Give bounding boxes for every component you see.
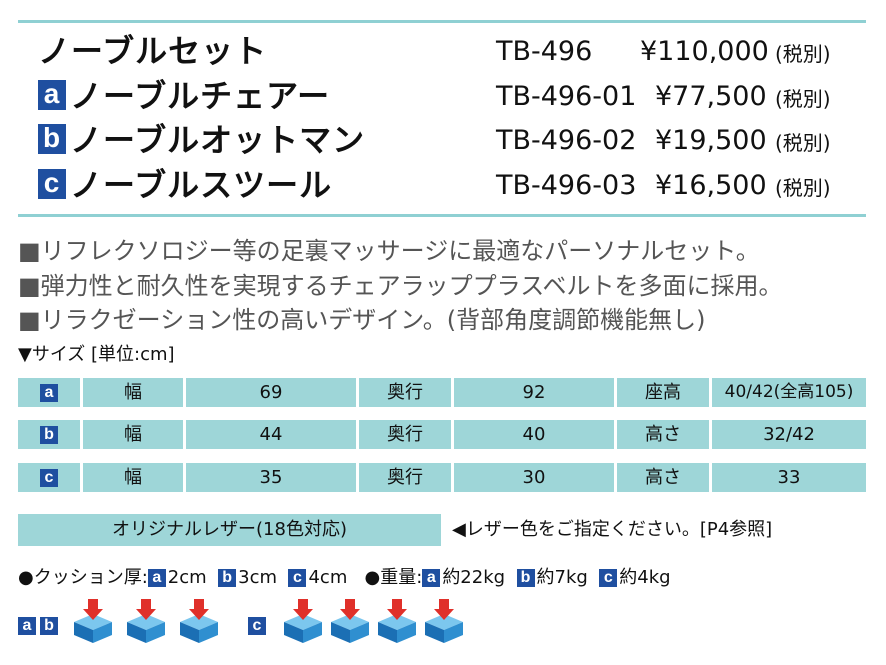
- cushion-cube-icon: [284, 599, 322, 643]
- product-price: ¥110,000: [640, 36, 769, 67]
- width-value: 44: [186, 420, 356, 449]
- depth-label: 奥行: [359, 463, 451, 492]
- product-code: TB-496-03: [496, 170, 637, 201]
- tax-note: (税別): [775, 176, 831, 200]
- product-name: ノーブルセット: [38, 32, 268, 70]
- size-row-b: b 幅 44 奥行 40 高さ 32/42: [18, 420, 866, 449]
- height-label: 高さ: [617, 463, 709, 492]
- cushion-icons: a b c: [18, 598, 478, 646]
- badge-b: b: [40, 426, 58, 444]
- weight-c: 約4kg: [619, 567, 671, 588]
- leather-label: オリジナルレザー(18色対応): [18, 514, 441, 546]
- weight-a: 約22kg: [442, 567, 506, 588]
- badge-b: b: [40, 617, 58, 635]
- feature-line: ■リラクゼーション性の高いデザイン。(背部角度調節機能無し): [18, 306, 706, 334]
- depth-value: 40: [454, 420, 614, 449]
- badge-b: b: [516, 569, 535, 587]
- tax-note: (税別): [775, 87, 831, 111]
- top-rule: [18, 20, 866, 23]
- product-price: ¥19,500: [655, 125, 767, 156]
- height-label: 座高: [617, 378, 709, 407]
- specs-line: ●クッション厚: a 2cm b 3cm c 4cm ●重量: a 約22kg b 約7kg …: [18, 564, 671, 592]
- depth-value: 92: [454, 378, 614, 407]
- width-label: 幅: [83, 463, 183, 492]
- badge-c: c: [40, 469, 58, 487]
- height-label: 高さ: [617, 420, 709, 449]
- size-row-a: a 幅 69 奥行 92 座高 40/42(全高105): [18, 378, 866, 407]
- height-value: 40/42(全高105): [712, 378, 866, 407]
- cushion-c: 4cm: [308, 567, 348, 588]
- depth-value: 30: [454, 463, 614, 492]
- height-value: 32/42: [712, 420, 866, 449]
- cushion-a: 2cm: [167, 567, 207, 588]
- product-row-ottoman: b ノーブルオットマン TB-496-02 ¥19,500 (税別): [18, 120, 866, 160]
- product-price: ¥77,500: [655, 81, 767, 112]
- cushion-cube-icon: [331, 599, 369, 643]
- badge-a: a: [40, 384, 58, 402]
- badge-b: b: [38, 124, 66, 154]
- cushion-b: 3cm: [238, 567, 278, 588]
- badge-a: a: [422, 569, 441, 587]
- product-row-set: ノーブルセット TB-496 ¥110,000 (税別): [18, 31, 866, 71]
- product-code: TB-496-02: [496, 125, 637, 156]
- cushion-cube-icon: [180, 599, 218, 643]
- badge-a: a: [18, 617, 36, 635]
- width-label: 幅: [83, 378, 183, 407]
- height-value: 33: [712, 463, 866, 492]
- cushion-cube-icon: [425, 599, 463, 643]
- badge-a: a: [38, 80, 66, 110]
- weight-b: 約7kg: [536, 567, 588, 588]
- leather-note: ◀レザー色をご指定ください。[P4参照]: [452, 519, 773, 540]
- badge-c: c: [599, 569, 618, 587]
- badge-c: c: [288, 569, 307, 587]
- width-value: 35: [186, 463, 356, 492]
- width-label: 幅: [83, 420, 183, 449]
- product-row-stool: c ノーブルスツール TB-496-03 ¥16,500 (税別): [18, 165, 866, 205]
- product-price: ¥16,500: [655, 170, 767, 201]
- product-row-chair: a ノーブルチェアー TB-496-01 ¥77,500 (税別): [18, 76, 866, 116]
- tax-note: (税別): [775, 131, 831, 155]
- weight-label: ●重量:: [364, 567, 423, 588]
- badge-c: c: [248, 617, 266, 635]
- cushion-cube-icon: [74, 599, 112, 643]
- product-name: b ノーブルオットマン: [38, 120, 365, 160]
- header-bottom-rule: [18, 214, 866, 217]
- size-row-c: c 幅 35 奥行 30 高さ 33: [18, 463, 866, 492]
- badge-b: b: [218, 569, 237, 587]
- product-code: TB-496-01: [496, 81, 637, 112]
- product-name: c ノーブルスツール: [38, 165, 332, 205]
- cushion-cube-icon: [378, 599, 416, 643]
- width-value: 69: [186, 378, 356, 407]
- feature-line: ■リフレクソロジー等の足裏マッサージに最適なパーソナルセット。: [18, 237, 760, 265]
- product-name: a ノーブルチェアー: [38, 76, 330, 116]
- depth-label: 奥行: [359, 378, 451, 407]
- depth-label: 奥行: [359, 420, 451, 449]
- badge-c: c: [38, 169, 66, 199]
- product-code: TB-496: [496, 36, 593, 67]
- size-table-title: ▼サイズ [単位:cm]: [18, 344, 175, 365]
- feature-line: ■弾力性と耐久性を実現するチェアラッププラスベルトを多面に採用。: [18, 272, 783, 300]
- cushion-cube-icon: [127, 599, 165, 643]
- badge-a: a: [147, 569, 166, 587]
- cushion-label: ●クッション厚:: [18, 567, 148, 588]
- tax-note: (税別): [775, 42, 831, 66]
